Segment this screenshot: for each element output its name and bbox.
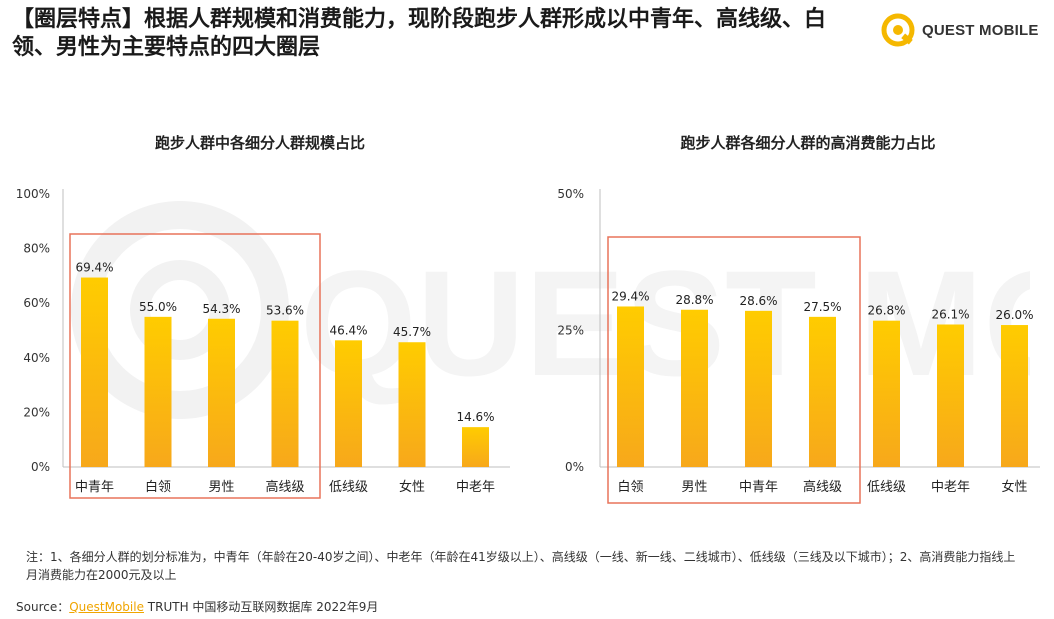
chart1-highlight-box (69, 233, 321, 499)
chart2-title: 跑步人群各细分人群的高消费能力占比 (680, 134, 935, 152)
chart1-category-label: 男性 (208, 480, 234, 495)
chart1-category-label: 低线级 (329, 480, 368, 495)
chart2-category-label: 中老年 (931, 480, 970, 495)
logo-text: QUEST MOBILE (922, 21, 1039, 39)
chart1-category-label: 白领 (145, 479, 171, 495)
page-headline: 【圈层特点】根据人群规模和消费能力，现阶段跑步人群形成以中青年、高线级、白领、男… (12, 7, 827, 60)
chart1-category-label: 高线级 (265, 479, 304, 495)
chart1-y-tick-label: 40% (23, 351, 50, 365)
chart2-y-tick-label: 25% (557, 324, 584, 338)
chart2-value-label: 28.8% (675, 293, 713, 307)
chart1-bar (81, 277, 108, 467)
chart2-value-label: 27.5% (803, 300, 841, 314)
chart1-value-label: 69.4% (75, 261, 113, 275)
chart1-y-tick-label: 60% (23, 296, 50, 310)
chart2-bar (1001, 325, 1028, 467)
chart1-value-label: 55.0% (139, 300, 177, 314)
chart2-bar (681, 309, 708, 467)
chart2-value-label: 28.6% (739, 294, 777, 308)
chart1-bar (271, 320, 299, 467)
chart1-bar (335, 340, 362, 467)
chart1-bar (144, 316, 172, 467)
chart1-y-tick-label: 0% (31, 460, 50, 474)
chart1-value-label: 14.6% (456, 410, 494, 424)
chart2-value-label: 26.1% (931, 307, 969, 321)
chart1-value-label: 53.6% (266, 304, 304, 318)
chart1-category-label: 女性 (399, 479, 425, 495)
chart2-category-label: 低线级 (867, 480, 906, 495)
chart2-bar (617, 306, 644, 467)
chart1-title: 跑步人群中各细分人群规模占比 (155, 134, 365, 152)
chart1-y-tick-label: 20% (23, 405, 50, 419)
source-line: Source：QuestMobile TRUTH 中国移动互联网数据库 2022… (16, 598, 378, 615)
chart1-bar (462, 427, 489, 467)
chart1-bar (398, 342, 426, 467)
chart1-category-label: 中老年 (456, 480, 495, 495)
chart1-y-tick-label: 100% (16, 187, 50, 201)
source-brand-link[interactable]: QuestMobile (69, 600, 144, 614)
chart1-value-label: 45.7% (393, 325, 431, 339)
chart2-y-tick-label: 0% (565, 460, 584, 474)
source-prefix: Source： (16, 600, 70, 614)
chart1-y-tick-label: 80% (23, 242, 50, 256)
chart2-category-label: 女性 (1001, 479, 1027, 495)
chart2-bar (745, 310, 772, 467)
chart2-bar (809, 316, 836, 467)
chart1-value-label: 54.3% (202, 302, 240, 316)
chart1-value-label: 46.4% (329, 323, 367, 337)
chart2-category-label: 中青年 (739, 480, 778, 495)
brand-logo: QUEST MOBILE (880, 10, 1039, 50)
chart2-value-label: 29.4% (611, 289, 649, 303)
chart2-bar (937, 324, 964, 467)
source-suffix: TRUTH 中国移动互联网数据库 2022年9月 (143, 600, 379, 614)
quest-mobile-logo-icon (881, 13, 915, 47)
chart1-category-label: 中青年 (75, 480, 114, 495)
chart2-y-tick-label: 50% (557, 187, 584, 201)
chart2-value-label: 26.8% (867, 304, 905, 318)
chart2-category-label: 高线级 (803, 479, 842, 495)
charts-area: 跑步人群中各细分人群规模占比 0% 20% 40% 60% 80% 100% 69.4% 中青年… (16, 134, 1040, 504)
chart2-highlight-box (607, 236, 861, 504)
chart2-category-label: 男性 (681, 480, 707, 495)
footnote: 注：1、各细分人群的划分标准为，中青年（年龄在20-40岁之间）、中老年（年龄在… (26, 550, 1016, 582)
chart2-value-label: 26.0% (995, 308, 1033, 322)
chart2-bar (873, 320, 900, 467)
chart1-bar (208, 318, 235, 467)
chart2-category-label: 白领 (617, 479, 643, 495)
